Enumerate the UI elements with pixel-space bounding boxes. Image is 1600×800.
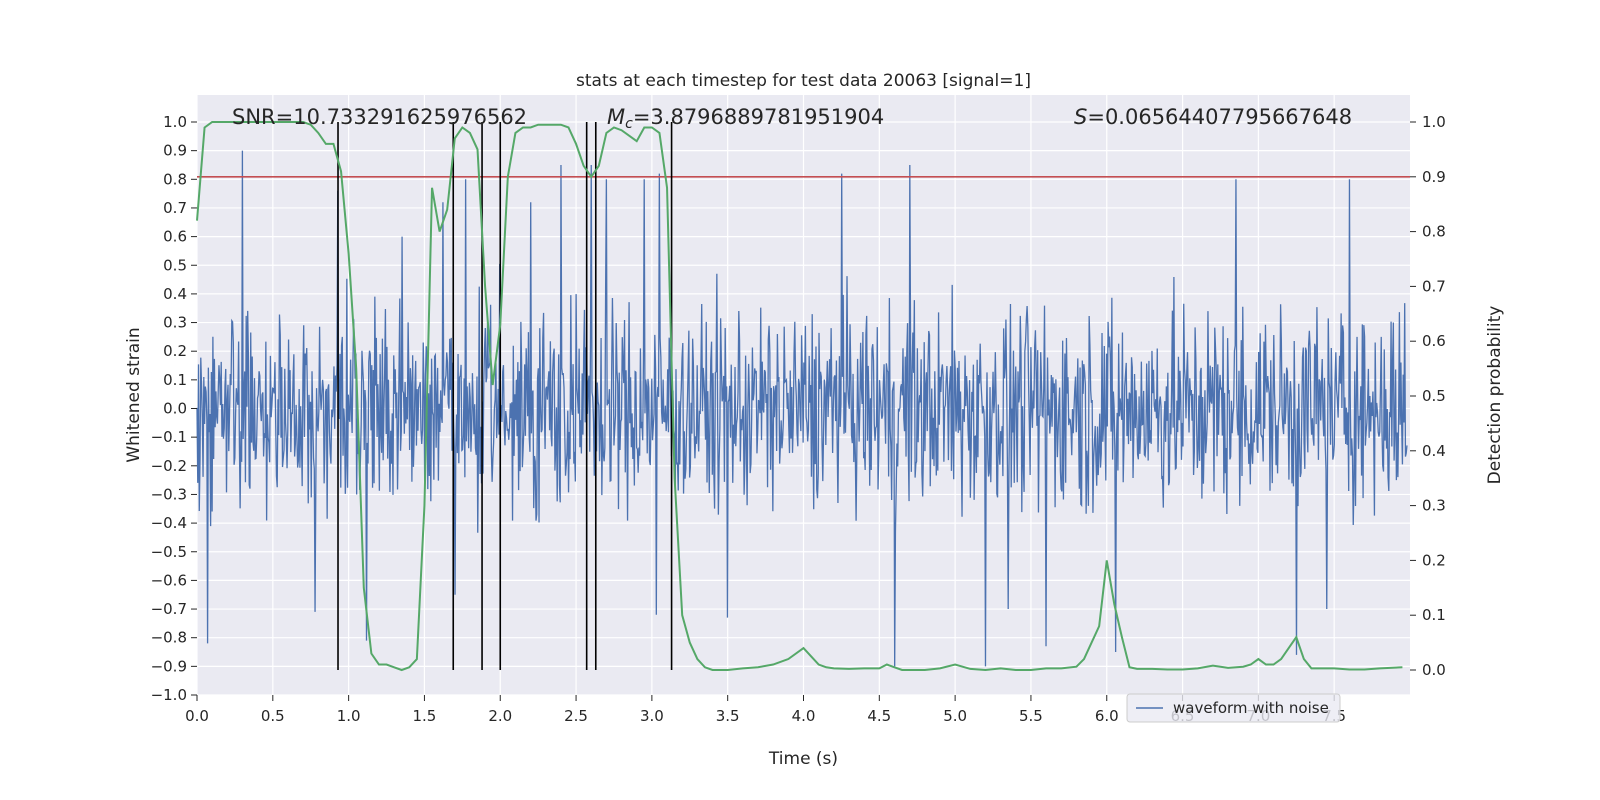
y-left-axis-label: Whitened strain (124, 327, 144, 462)
x-tick-label: 0.5 (261, 707, 285, 725)
y-right-tick-label: 0.4 (1422, 442, 1446, 460)
y-left-tick-label: −1.0 (151, 686, 187, 704)
legend-box (1126, 693, 1341, 723)
y-left-tick-label: −0.9 (151, 657, 187, 675)
y-right-tick-label: 0.3 (1422, 497, 1446, 515)
y-right-axis-label: Detection probability (1485, 306, 1505, 485)
mc-subscript: c (625, 116, 633, 132)
y-left-tick-label: 0.6 (163, 228, 187, 246)
y-left-tick-label: −0.3 (151, 485, 187, 503)
y-right-tick-label: 0.5 (1422, 387, 1446, 405)
y-left-tick-label: 0.0 (163, 400, 187, 418)
x-tick-label: 4.5 (867, 707, 891, 725)
s-symbol: S (1074, 105, 1087, 129)
x-tick-label: 1.5 (413, 707, 437, 725)
mc-symbol: M (607, 105, 625, 129)
x-tick-label: 4.0 (792, 707, 816, 725)
y-left-tick-label: −0.7 (151, 600, 187, 618)
snr-annotation: SNR=10.733291625976562 (232, 105, 527, 129)
y-left-tick-label: 0.2 (163, 342, 187, 360)
y-left-tick-label: 0.3 (163, 314, 187, 332)
y-left-tick-label: 0.7 (163, 199, 187, 217)
y-left-tick-label: −0.2 (151, 457, 187, 475)
s-annotation: S=0.06564407795667648 (1074, 105, 1352, 129)
y-right-tick-label: 0.9 (1422, 168, 1446, 186)
y-left-tick-label: 0.9 (163, 142, 187, 160)
x-tick-label: 0.0 (185, 707, 209, 725)
y-left-tick-label: 1.0 (163, 113, 187, 131)
x-axis-label: Time (s) (768, 749, 838, 769)
x-tick-label: 3.5 (716, 707, 740, 725)
y-left-tick-label: 0.8 (163, 170, 187, 188)
y-right-tick-label: 0.8 (1422, 223, 1446, 241)
chirp-mass-annotation: Mc=3.8796889781951904 (607, 105, 884, 132)
x-tick-label: 5.0 (943, 707, 967, 725)
chart-title: stats at each timestep for test data 200… (576, 71, 1031, 91)
waveform-series (196, 150, 1408, 667)
y-left-tick-label: −0.5 (151, 543, 187, 561)
y-right-tick-label: 0.1 (1422, 606, 1446, 624)
x-tick-label: 5.5 (1019, 707, 1043, 725)
legend-label: waveform with noise (1173, 699, 1329, 717)
y-left-tick-label: −0.4 (151, 514, 187, 532)
x-tick-label: 2.0 (488, 707, 512, 725)
mc-value: =3.8796889781951904 (633, 105, 884, 129)
detection-probability-line (196, 121, 1403, 672)
y-left-tick-label: 0.1 (163, 371, 187, 389)
y-right-tick-label: 0.2 (1422, 551, 1446, 569)
y-left-tick-label: −0.1 (151, 428, 187, 446)
y-left-tick-label: −0.8 (151, 629, 187, 647)
y-right-tick-label: 1.0 (1422, 113, 1446, 131)
legend: waveform with noise (1126, 693, 1341, 723)
ticks: 0.00.51.01.52.02.53.03.54.04.55.05.56.06… (151, 113, 1446, 725)
y-right-tick-label: 0.6 (1422, 332, 1446, 350)
y-left-tick-label: 0.5 (163, 256, 187, 274)
x-tick-label: 2.5 (564, 707, 588, 725)
x-tick-label: 1.0 (337, 707, 361, 725)
y-left-tick-label: 0.4 (163, 285, 187, 303)
overlay (196, 121, 1410, 672)
x-tick-label: 6.0 (1095, 707, 1119, 725)
y-right-tick-label: 0.0 (1422, 661, 1446, 679)
waveform-line (196, 150, 1408, 667)
x-tick-label: 3.0 (640, 707, 664, 725)
y-left-tick-label: −0.6 (151, 571, 187, 589)
s-value: =0.06564407795667648 (1087, 105, 1352, 129)
y-right-tick-label: 0.7 (1422, 277, 1446, 295)
